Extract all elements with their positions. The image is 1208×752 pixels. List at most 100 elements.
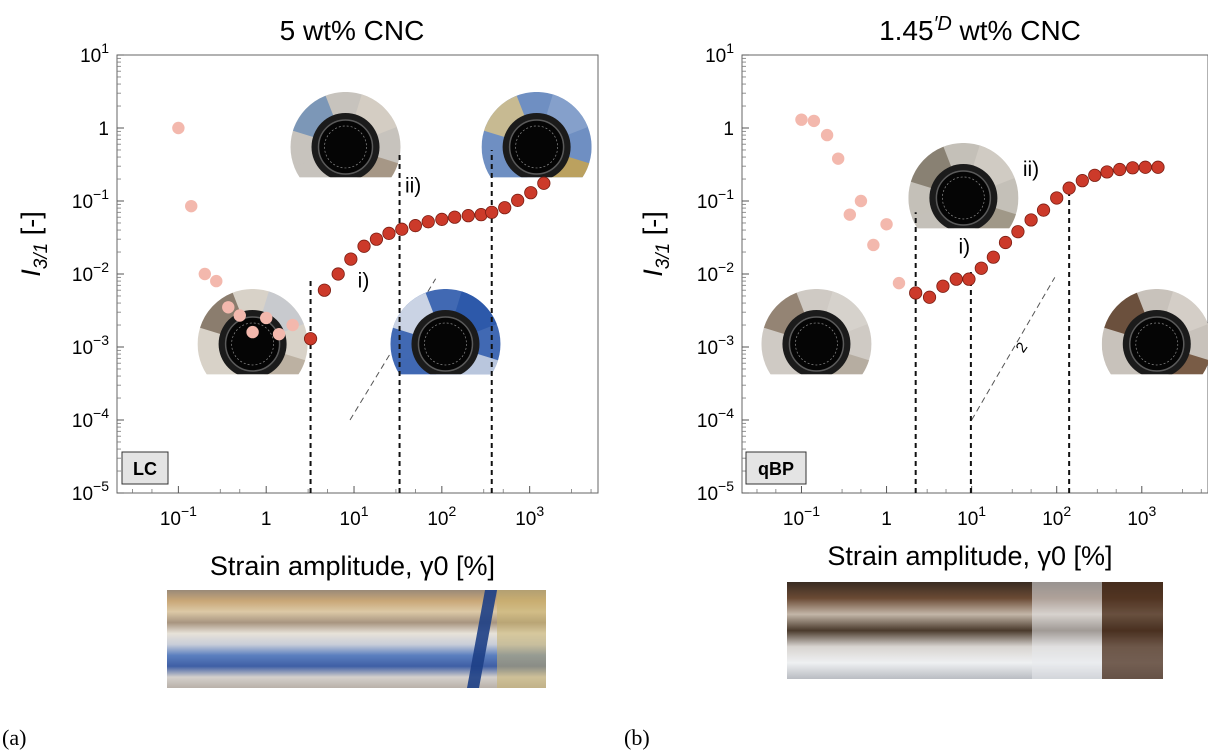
data-point <box>272 327 286 341</box>
y-tick-label: 10−1 <box>72 186 109 213</box>
data-point <box>185 199 198 213</box>
tick-exponent: −1 <box>93 186 109 202</box>
y-label-unit: [-] <box>638 211 668 243</box>
y-tick-label: 10−5 <box>72 478 109 505</box>
strip-transition-band <box>467 590 497 688</box>
data-point <box>843 208 857 221</box>
tick-base: 10 <box>72 338 93 359</box>
data-point <box>1138 160 1152 174</box>
slope-label: 2 <box>1013 339 1032 356</box>
data-point <box>922 290 937 304</box>
regime-box <box>121 451 169 485</box>
data-point <box>1036 203 1051 217</box>
inset-body <box>290 91 401 178</box>
data-point <box>344 252 358 266</box>
series-faded <box>795 113 906 290</box>
data-point <box>949 272 963 286</box>
inset-photo <box>197 288 308 375</box>
tick-base: 10 <box>697 484 718 505</box>
regime-annotation: ii) <box>405 175 421 198</box>
tick-exponent: −1 <box>718 186 734 202</box>
chart-title: 1.45′D wt% CNC <box>879 13 1081 46</box>
inset-lens-rim <box>1135 322 1179 366</box>
data-point <box>936 279 950 293</box>
data-point <box>246 325 259 339</box>
data-point <box>524 186 538 200</box>
data-point <box>1088 168 1102 182</box>
y-tick-label: 10−4 <box>72 405 109 432</box>
data-point <box>807 114 821 128</box>
x-tick-label: 1 <box>881 509 892 530</box>
x-tick-label: 103 <box>515 503 544 530</box>
inset-lens <box>224 316 281 372</box>
tick-base: 10 <box>1042 509 1063 530</box>
data-point <box>198 267 212 281</box>
x-tick-label: 101 <box>340 503 369 530</box>
data-point <box>867 238 880 252</box>
data-point <box>317 283 332 297</box>
data-point <box>962 272 976 286</box>
data-point <box>382 226 396 240</box>
data-point <box>1126 161 1140 175</box>
tick-base: 10 <box>697 265 718 286</box>
y-tick-label: 10−5 <box>697 478 734 505</box>
data-point <box>1024 213 1038 227</box>
data-point <box>820 128 834 142</box>
tick-exponent: 1 <box>726 40 734 56</box>
series-faded <box>172 121 299 341</box>
data-point <box>260 311 273 325</box>
data-point <box>421 215 435 229</box>
data-point <box>408 219 423 233</box>
data-point <box>537 176 551 190</box>
tick-exponent: −4 <box>718 405 734 421</box>
tick-base: 1 <box>723 119 734 140</box>
tick-base: 10 <box>427 509 448 530</box>
chart-title: 5 wt% CNC <box>280 15 425 46</box>
regime-annotation: i) <box>358 270 370 293</box>
data-point <box>210 274 223 288</box>
inset-lens-rim <box>515 125 558 169</box>
chart-title-part: wt% CNC <box>952 15 1081 46</box>
tick-exponent: 1 <box>978 503 986 519</box>
x-axis-label: Strain amplitude, γ0 [%] <box>210 551 495 581</box>
tick-exponent: 1 <box>101 40 109 56</box>
data-point <box>357 239 371 253</box>
data-point <box>1050 191 1064 205</box>
data-point <box>986 250 1000 264</box>
tick-exponent: 3 <box>536 503 544 519</box>
x-tick-label: 10−1 <box>160 503 197 530</box>
tick-base: 10 <box>72 265 93 286</box>
inset-photo <box>761 288 872 375</box>
data-point <box>331 267 345 281</box>
panel-label: (b) <box>624 725 650 750</box>
panel-label: (a) <box>2 725 26 750</box>
chart-title-part: 1.45 <box>879 15 934 46</box>
data-point <box>485 205 499 219</box>
strip-transition-band <box>1032 582 1102 679</box>
y-tick-label: 10−4 <box>697 405 734 432</box>
tick-exponent: −5 <box>718 478 734 494</box>
x-tick-label: 101 <box>957 503 986 530</box>
x-tick-label: 103 <box>1127 503 1156 530</box>
data-point <box>1062 181 1076 195</box>
regime-box-label: qBP <box>758 459 794 479</box>
y-label-main: I <box>16 269 46 277</box>
slope-guide-line <box>971 277 1056 421</box>
tick-exponent: 3 <box>1148 503 1156 519</box>
inset-lens-rim <box>795 322 838 366</box>
inset-lens-rim <box>231 322 274 366</box>
x-tick-label: 102 <box>427 503 456 530</box>
x-tick-label: 102 <box>1042 503 1071 530</box>
tick-base: 1 <box>98 119 109 140</box>
data-point <box>831 152 845 165</box>
inset-photo <box>1101 288 1208 375</box>
inset-photo <box>481 91 592 178</box>
tick-exponent: −2 <box>93 259 109 275</box>
y-tick-label: 10−2 <box>72 259 109 286</box>
x-axis-label: Strain amplitude, γ0 [%] <box>827 541 1112 571</box>
tick-exponent: −1 <box>181 503 197 519</box>
data-point <box>172 121 185 135</box>
inset-photo <box>290 91 401 178</box>
data-point <box>498 201 512 215</box>
inset-body <box>197 288 308 375</box>
